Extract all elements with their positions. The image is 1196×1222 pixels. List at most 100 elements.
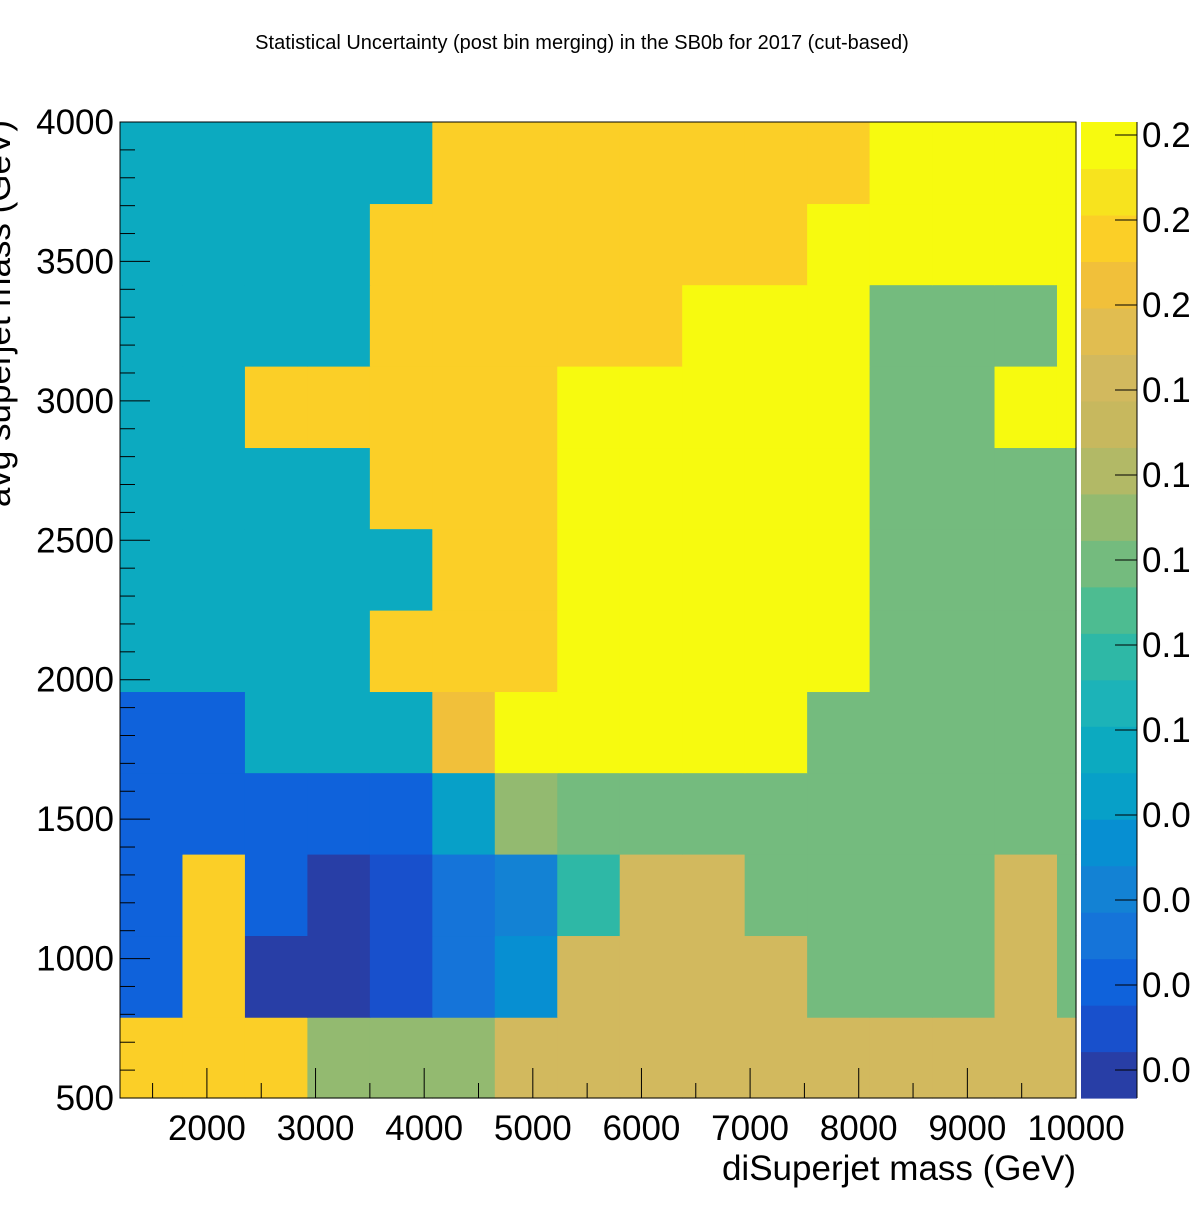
heatmap-cell [1056,203,1077,286]
heatmap-cell [432,284,496,367]
heatmap-cell [432,691,496,774]
x-tick-label: 9000 [928,1109,1006,1148]
heatmap-cell [120,366,184,449]
heatmap-cell [994,284,1058,367]
heatmap-cell [244,366,308,449]
heatmap-cell [557,203,621,286]
palette-swatch [1081,261,1137,309]
heatmap-cell [619,366,683,449]
heatmap-cell [1056,447,1077,530]
heatmap-cell [557,854,621,937]
heatmap-cell [432,122,496,205]
heatmap-cell [807,772,871,855]
palette-label: 0.0 [1142,796,1191,835]
y-tick-label: 2000 [36,661,114,700]
heatmap-cell [932,284,996,367]
heatmap-cell [120,854,184,937]
heatmap-cell [1056,284,1077,367]
heatmap-cell [494,772,558,855]
heatmap-cell [1056,122,1077,205]
heatmap-cell [494,854,558,937]
palette-swatch [1081,214,1137,263]
palette-swatch [1081,540,1137,588]
heatmap-cell [494,366,558,449]
heatmap-cell [869,447,933,530]
y-tick-label: 500 [56,1079,114,1118]
heatmap-cell [369,935,433,1018]
heatmap-cell [557,691,621,774]
heatmap-cell [682,284,746,367]
heatmap-cell [932,203,996,286]
palette-label: 0.0 [1142,966,1191,1005]
y-tick-label: 4000 [36,103,114,142]
heatmap-cell [932,447,996,530]
heatmap-cell [744,366,808,449]
heatmap-cell [682,1017,746,1099]
heatmap-cell [619,1017,683,1099]
heatmap-cell [932,610,996,693]
heatmap-cell [182,284,246,367]
heatmap-cell [932,1017,996,1099]
heatmap-cell [307,122,371,205]
heatmap-cell [619,854,683,937]
heatmap-cell [869,203,933,286]
heatmap-cell [1056,854,1077,937]
y-tick-label: 3500 [36,242,114,281]
palette-swatch [1081,307,1137,355]
heatmap-cell [619,528,683,611]
heatmap-cell [557,772,621,855]
y-axis-title: avg superjet mass (GeV) [0,120,18,507]
heatmap-cell [307,284,371,367]
plot-frame [119,121,1077,1099]
heatmap-cells [120,122,1077,1099]
heatmap-cell [869,528,933,611]
heatmap-cell [994,447,1058,530]
heatmap-cell [682,772,746,855]
heatmap-cell [182,610,246,693]
heatmap-cell [869,935,933,1018]
heatmap-cell [432,854,496,937]
heatmap-cell [682,610,746,693]
heatmap-cell [494,122,558,205]
heatmap-cell [557,122,621,205]
heatmap-cell [744,203,808,286]
heatmap-cell [432,772,496,855]
heatmap-cell [120,528,184,611]
heatmap-cell [619,610,683,693]
heatmap-cell [432,366,496,449]
x-tick-label: 4000 [385,1109,463,1148]
heatmap-cell [494,528,558,611]
heatmap-cell [807,691,871,774]
heatmap-cell [744,284,808,367]
palette-swatch [1081,1005,1137,1053]
palette-swatch [1081,912,1137,960]
heatmap-cell [994,528,1058,611]
heatmap-cell [807,122,871,205]
heatmap-cell [182,203,246,286]
heatmap-cell [182,935,246,1018]
heatmap-cell [744,528,808,611]
x-tick-label: 10000 [1027,1109,1124,1148]
heatmap-cell [869,691,933,774]
heatmap-cell [244,772,308,855]
heatmap-cell [182,772,246,855]
heatmap-cell [932,122,996,205]
heatmap-cell [120,772,184,855]
heatmap-cell [494,203,558,286]
heatmap-cell [120,691,184,774]
heatmap-cell [744,935,808,1018]
palette-label: 0.1 [1142,541,1191,580]
heatmap-cell [369,854,433,937]
heatmap-cell [244,203,308,286]
heatmap-cell [557,610,621,693]
plot-border [119,121,1077,1099]
heatmap-cell [120,447,184,530]
palette-swatch [1081,400,1137,448]
palette-swatch [1081,958,1137,1006]
heatmap-cell [744,691,808,774]
heatmap-cell [869,772,933,855]
heatmap-cell [307,935,371,1018]
heatmap-cell [682,935,746,1018]
y-tick-label: 1500 [36,800,114,839]
heatmap-cell [869,610,933,693]
